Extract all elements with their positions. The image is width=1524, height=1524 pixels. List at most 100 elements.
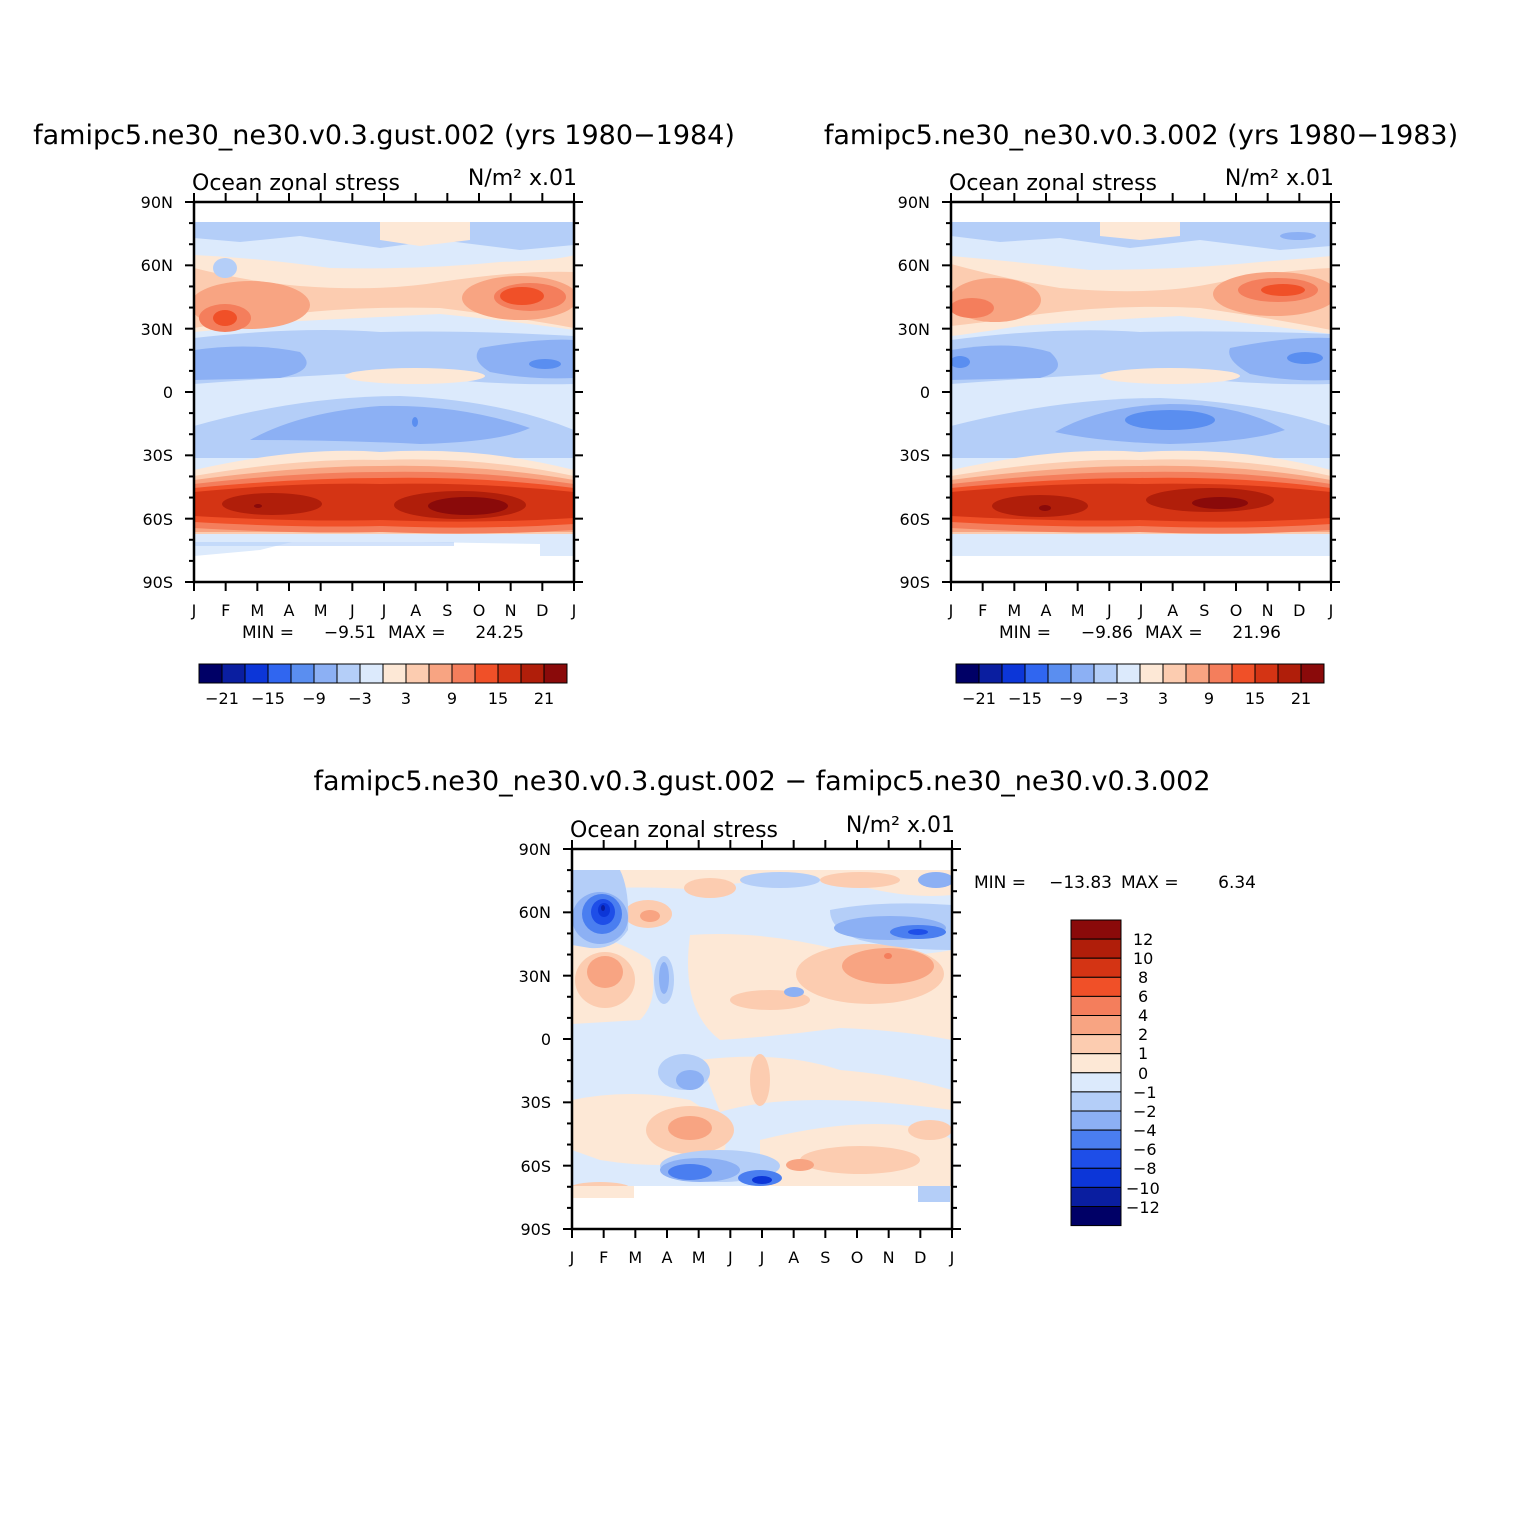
colorbar-swatch — [1070, 1072, 1122, 1093]
panel-1-cb-label: −9 — [302, 689, 326, 708]
x-tick-label: O — [1230, 601, 1243, 620]
panel-3-max-value: 6.34 — [1218, 873, 1256, 893]
panel-3-cb-label: 8 — [1138, 968, 1148, 987]
panel-1-ytick-30n: 30N — [141, 320, 173, 339]
x-tick-label: J — [191, 601, 197, 620]
colorbar-swatch — [1300, 663, 1325, 684]
colorbar-swatch — [1070, 995, 1122, 1017]
panel-3-cb-label: −10 — [1126, 1179, 1160, 1198]
panel-3-cb-label: 0 — [1138, 1064, 1148, 1083]
colorbar-swatch — [382, 663, 407, 684]
colorbar-swatch — [1162, 663, 1187, 684]
colorbar-swatch — [1116, 663, 1141, 684]
panel-3-cb-label: −4 — [1133, 1121, 1157, 1140]
panel-3-ytick-60s: 60S — [520, 1157, 551, 1176]
panel-1-stats: MIN = −9.51 MAX = 24.25 — [242, 623, 524, 643]
panel-3-ytick-eq: 0 — [541, 1030, 551, 1049]
colorbar-swatch — [1070, 1167, 1122, 1188]
panel-2-cb-label: −15 — [1008, 689, 1042, 708]
x-tick-label: A — [410, 601, 421, 620]
x-tick-label: A — [1041, 601, 1052, 620]
x-tick-label: M — [628, 1248, 642, 1267]
colorbar-swatch — [198, 663, 223, 684]
x-tick-label: N — [883, 1248, 895, 1267]
panel-1-field — [194, 222, 574, 556]
panel-3-cb-label: −8 — [1133, 1159, 1157, 1178]
panel-2-max-value: 21.96 — [1232, 623, 1281, 643]
colorbar-swatch — [244, 663, 269, 684]
x-tick-label: D — [536, 601, 548, 620]
panel-1-colorbar-labels: −21 −15 −9 −3 3 9 15 21 — [205, 689, 554, 708]
x-tick-label: F — [599, 1248, 608, 1267]
colorbar-swatch — [955, 663, 980, 684]
panel-2-cb-label: −9 — [1059, 689, 1083, 708]
panel-2-ytick-60s: 60S — [899, 510, 930, 529]
x-tick-label: F — [221, 601, 230, 620]
x-tick-label: J — [727, 1248, 733, 1267]
panel-1-max-label: MAX = — [388, 623, 446, 643]
panel-3-cb-label: 12 — [1133, 930, 1153, 949]
panel-2-min-label: MIN = — [999, 623, 1051, 643]
panel-2-cb-label: 15 — [1245, 689, 1265, 708]
colorbar-swatch — [1070, 1110, 1122, 1131]
panel-1-cb-label: 15 — [488, 689, 508, 708]
panel-2-max-label: MAX = — [1145, 623, 1203, 643]
panel-1-cb-label: 9 — [447, 689, 457, 708]
x-tick-label: J — [948, 601, 954, 620]
panel-3-ytick-30n: 30N — [519, 967, 551, 986]
colorbar-swatch — [1070, 1053, 1122, 1074]
x-tick-label: J — [1138, 601, 1144, 620]
panel-2-colorbar-labels: −21 −15 −9 −3 3 9 15 21 — [962, 689, 1311, 708]
panel-3-cb-label: −12 — [1126, 1198, 1160, 1217]
colorbar-swatch — [1070, 976, 1122, 997]
x-tick-label: A — [284, 601, 295, 620]
colorbar-swatch — [1047, 663, 1072, 684]
panel-3-cb-label: 6 — [1138, 987, 1148, 1006]
colorbar-swatch — [1231, 663, 1256, 684]
x-tick-label: M — [250, 601, 264, 620]
panel-3-cb-label: 2 — [1138, 1025, 1148, 1044]
panel-3-min-label: MIN = — [974, 873, 1026, 893]
colorbar-swatch — [1070, 919, 1122, 940]
panel-3-cb-label: 10 — [1133, 949, 1153, 968]
x-tick-label: J — [1328, 601, 1334, 620]
panel-3-cb-label: −1 — [1133, 1083, 1157, 1102]
x-tick-label: D — [914, 1248, 926, 1267]
panel-1-title: famipc5.ne30_ne30.v0.3.gust.002 (yrs 198… — [33, 120, 735, 151]
x-tick-label: M — [314, 601, 328, 620]
panel-1-ytick-30s: 30S — [142, 446, 173, 465]
panel-1-colorbar — [198, 663, 568, 684]
panel-2-units-label: N/m² x.01 — [1225, 166, 1334, 191]
panel-3-cb-label: 1 — [1138, 1044, 1148, 1063]
x-tick-label: J — [381, 601, 387, 620]
panel-1-max-value: 24.25 — [475, 623, 524, 643]
panel-2-variable-label: Ocean zonal stress — [949, 171, 1157, 196]
colorbar-swatch — [221, 663, 246, 684]
panel-2-ytick-30s: 30S — [899, 446, 930, 465]
x-tick-label: O — [473, 601, 486, 620]
panel-3-ytick-60n: 60N — [519, 903, 551, 922]
colorbar-swatch — [1070, 1186, 1122, 1208]
x-tick-label: M — [692, 1248, 706, 1267]
colorbar-swatch — [1277, 663, 1302, 684]
panel-2-colorbar — [955, 663, 1325, 684]
colorbar-swatch — [267, 663, 292, 684]
panel-3-ytick-90n: 90N — [519, 840, 551, 859]
colorbar-swatch — [1070, 1206, 1122, 1227]
panel-3-ytick-30s: 30S — [520, 1093, 551, 1112]
panel-2-ytick-30n: 30N — [898, 320, 930, 339]
panel-3-colorbar — [1070, 919, 1122, 1227]
colorbar-swatch — [1024, 663, 1049, 684]
colorbar-swatch — [520, 663, 545, 684]
x-tick-label: S — [820, 1248, 830, 1267]
colorbar-swatch — [1070, 1034, 1122, 1055]
panel-1-units-label: N/m² x.01 — [468, 166, 577, 191]
panel-1-ytick-90n: 90N — [141, 193, 173, 212]
x-tick-label: J — [949, 1248, 955, 1267]
panel-2-field — [951, 222, 1331, 556]
x-tick-label: A — [662, 1248, 673, 1267]
colorbar-swatch — [451, 663, 476, 684]
x-tick-label: O — [851, 1248, 864, 1267]
